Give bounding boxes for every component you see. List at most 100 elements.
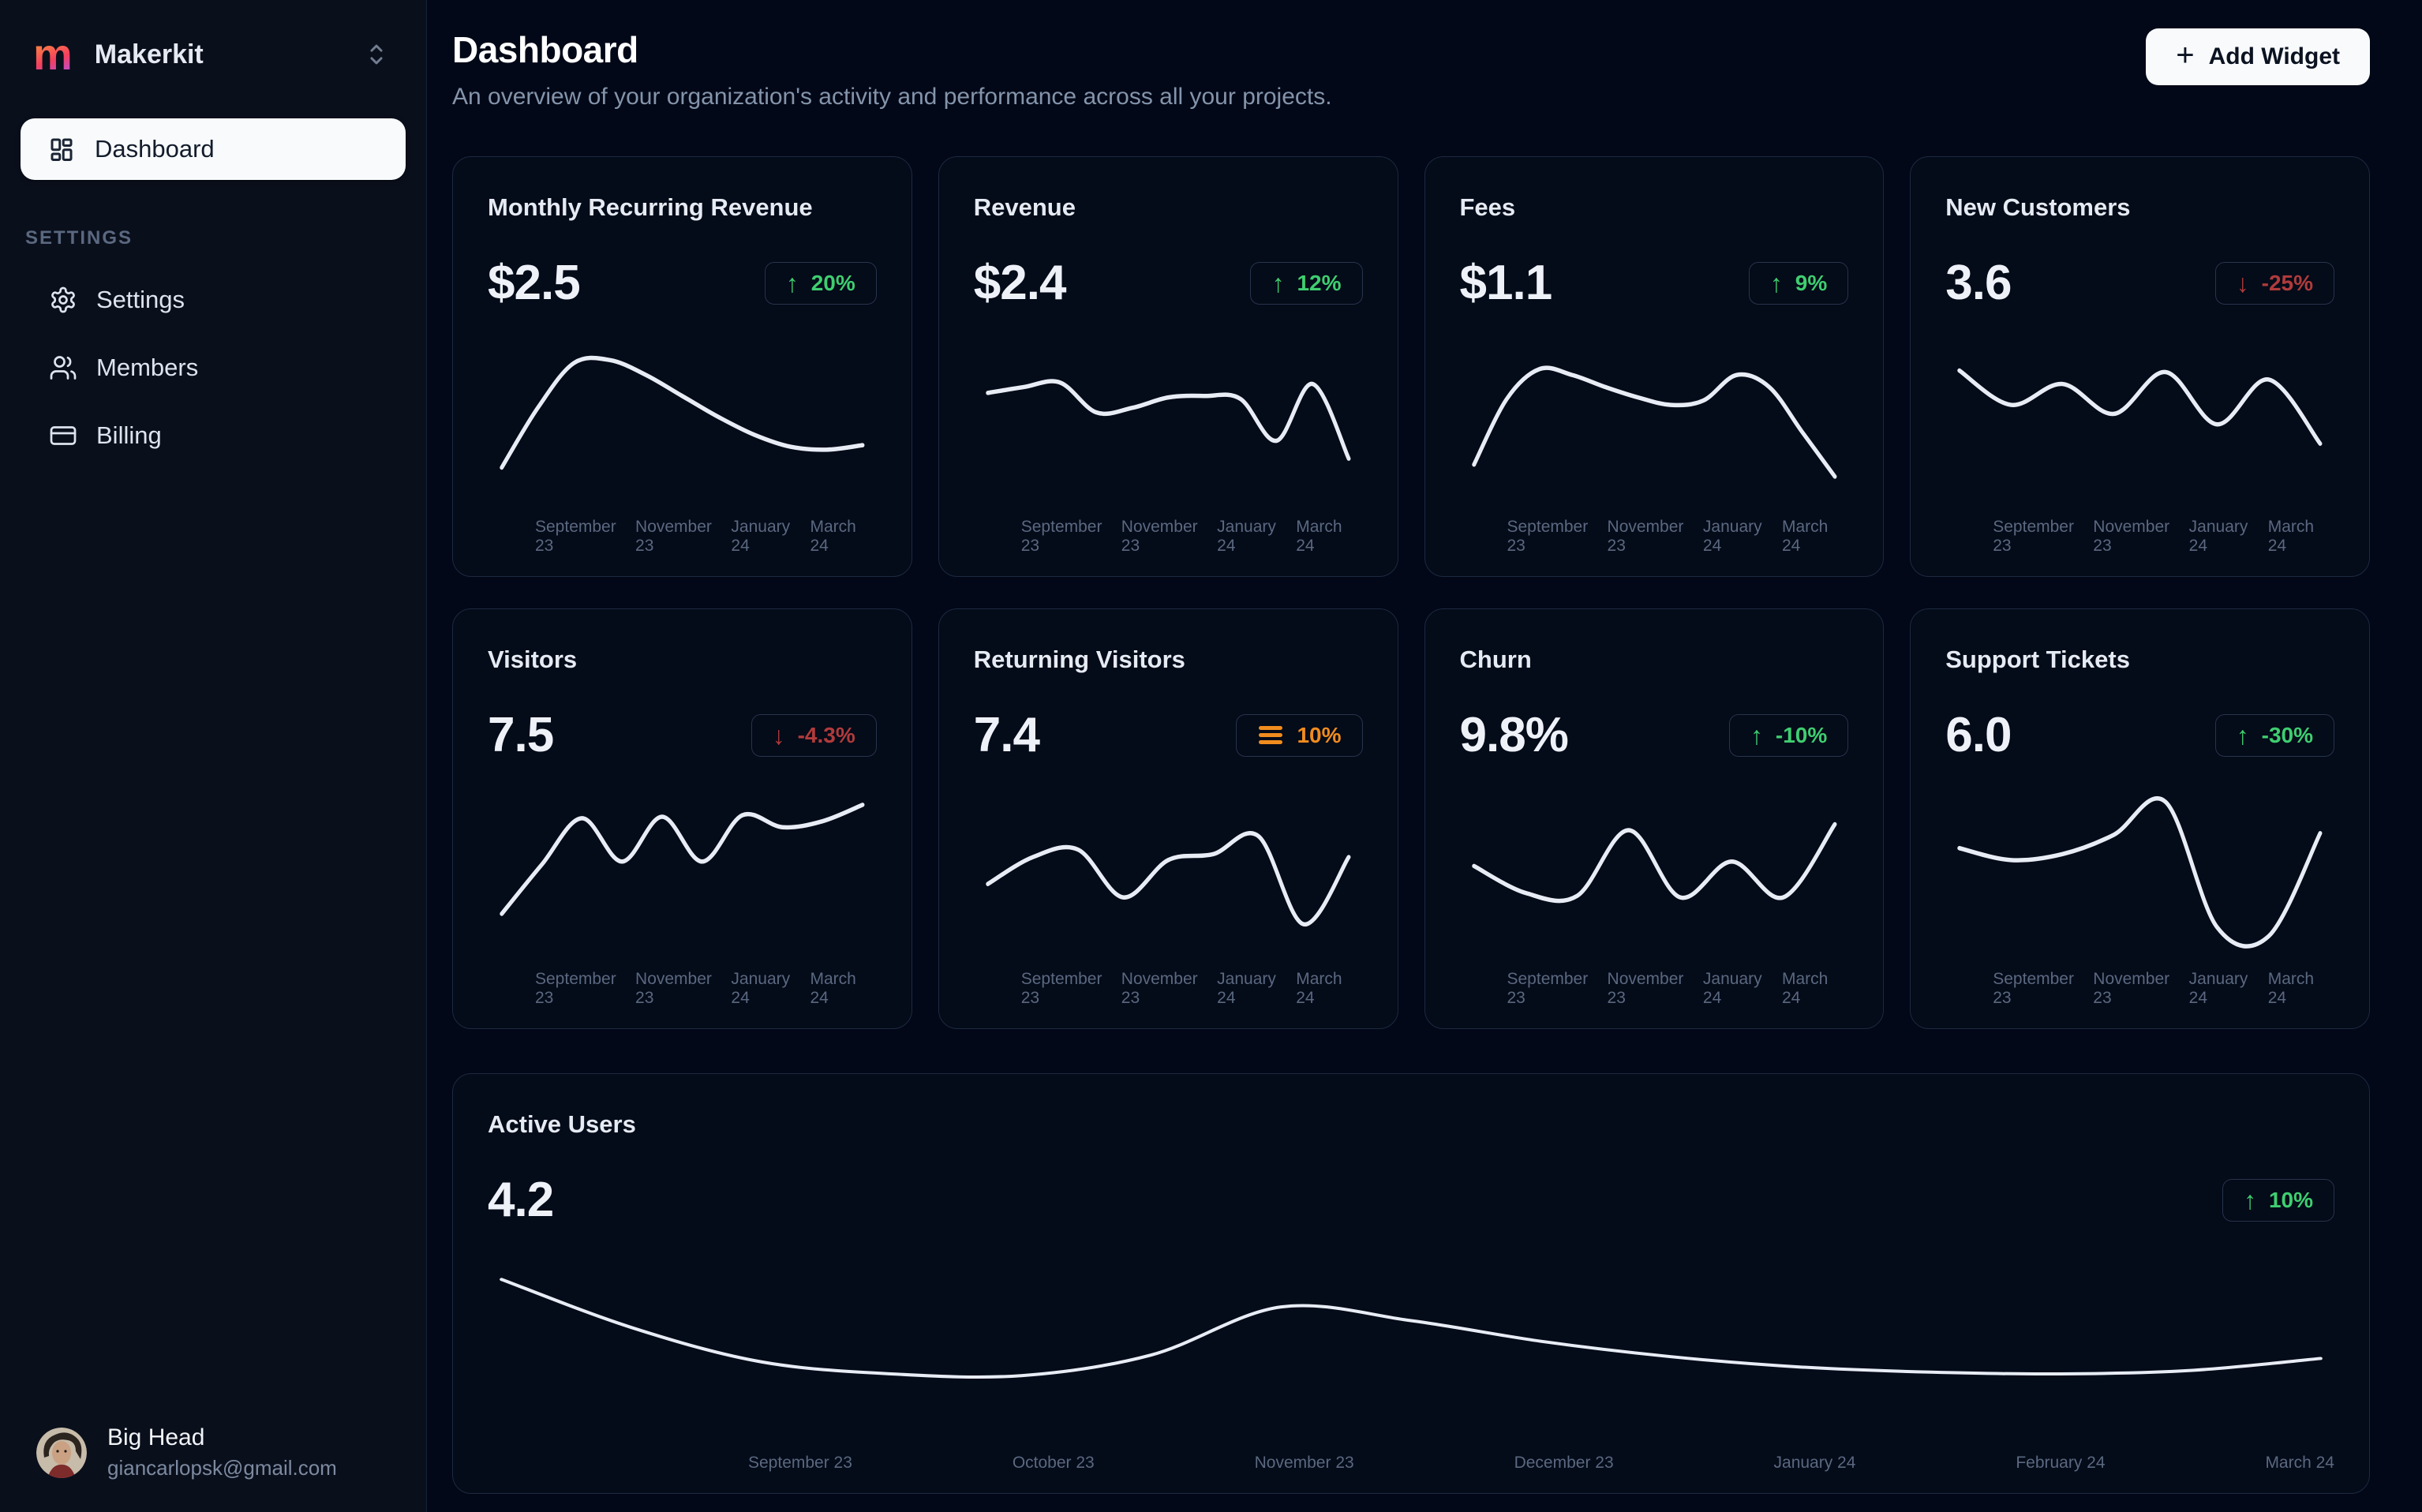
page-title: Dashboard [452, 29, 638, 70]
card-value: 4.2 [488, 1173, 554, 1227]
sidebar: m Makerkit Dashboard SETTINGS [0, 0, 427, 1512]
trend-value: -10% [1775, 722, 1828, 747]
users-icon [49, 354, 77, 382]
x-axis-labels: September 23 November 23 January 24 March 2… [1507, 518, 1829, 555]
trend-badge: ↓ -4.3% [751, 713, 877, 757]
card-title: Active Users [488, 1110, 636, 1138]
sidebar-item-label: Billing [96, 421, 162, 449]
sparkline-chart [500, 803, 865, 916]
sparkline-chart [1957, 368, 2323, 446]
avatar [36, 1427, 87, 1478]
sidebar-item-settings[interactable]: Settings [21, 275, 406, 325]
card-value: 9.8% [1459, 708, 1569, 762]
x-axis-labels: September 23 November 23 January 24 March 2… [1993, 970, 2315, 1007]
metric-card-returning-visitors: Returning Visitors 7.4 10% September 23 N… [938, 608, 1398, 1029]
gear-icon [49, 286, 77, 314]
sparkline-chart [1957, 795, 2323, 949]
trend-badge: ↑ -10% [1728, 713, 1849, 757]
chevron-up-down-icon [365, 41, 388, 68]
metric-card-support-tickets: Support Tickets 6.0 ↑ -30% September 23 N… [1910, 608, 2370, 1029]
sparkline-chart [986, 831, 1351, 926]
page-header: Dashboard An overview of your organizati… [452, 28, 2370, 110]
arrow-down-icon: ↓ [772, 720, 785, 750]
metric-card-fees: Fees $1.1 ↑ 9% September 23 November 23 Ja… [1424, 156, 1885, 577]
card-value: $2.5 [488, 256, 581, 310]
flat-trend-icon [1259, 733, 1283, 737]
arrow-up-icon: ↑ [2243, 1185, 2256, 1214]
trend-value: -4.3% [797, 722, 855, 747]
arrow-up-icon: ↑ [1750, 720, 1763, 750]
card-title: Visitors [488, 646, 578, 673]
arrow-up-icon: ↑ [785, 268, 799, 298]
x-axis-labels: September 23 October 23 November 23 Decemb… [748, 1454, 2334, 1472]
plus-icon: + [2176, 38, 2195, 73]
x-axis-labels: September 23 November 23 January 24 March 2… [1020, 970, 1342, 1007]
sparkline-chart [500, 355, 865, 470]
sidebar-item-label: Dashboard [95, 135, 215, 163]
metrics-grid: Monthly Recurring Revenue $2.5 ↑ 20% Sep… [452, 156, 2370, 1029]
credit-card-icon [49, 421, 77, 450]
user-name: Big Head [107, 1424, 205, 1450]
workspace-name: Makerkit [94, 39, 204, 69]
trend-value: 9% [1795, 270, 1828, 295]
active-users-chart [500, 1278, 2323, 1379]
sidebar-section-settings: SETTINGS [25, 227, 133, 249]
workspace-switcher[interactable]: m Makerkit [21, 21, 406, 80]
arrow-up-icon: ↑ [1769, 268, 1783, 298]
sidebar-item-label: Members [96, 354, 199, 381]
metric-card-new-customers: New Customers 3.6 ↓ -25% September 23 Nov… [1910, 156, 2370, 577]
card-value: $2.4 [973, 256, 1067, 310]
metric-card-visitors: Visitors 7.5 ↓ -4.3% September 23 Novembe… [452, 608, 912, 1029]
sidebar-item-billing[interactable]: Billing [21, 410, 406, 461]
sparkline-chart [1471, 365, 1836, 479]
x-axis-labels: September 23 November 23 January 24 March 2… [1020, 518, 1342, 555]
card-value: $1.1 [1459, 256, 1553, 310]
metric-card-revenue: Revenue $2.4 ↑ 12% September 23 November … [938, 156, 1398, 577]
trend-value: -30% [2261, 722, 2313, 747]
card-value: 7.5 [488, 708, 554, 762]
sparkline-chart [1471, 821, 1836, 904]
sidebar-item-label: Settings [96, 286, 185, 313]
sparkline-chart [986, 379, 1351, 461]
trend-value: 12% [1297, 270, 1342, 295]
dashboard-grid-icon [47, 135, 76, 163]
trend-badge: 10% [1236, 713, 1363, 757]
sidebar-item-dashboard[interactable]: Dashboard [21, 118, 406, 180]
makerkit-logo-icon: m [33, 29, 73, 79]
card-title: Monthly Recurring Revenue [488, 193, 813, 221]
metric-card-active-users: Active Users 4.2 ↑ 10% September 23 Octob… [452, 1073, 2370, 1494]
trend-value: 20% [810, 270, 855, 295]
card-title: Revenue [973, 193, 1076, 221]
user-menu[interactable]: Big Head giancarlopsk@gmail.com [21, 1424, 406, 1480]
trend-value: 10% [1297, 722, 1342, 747]
trend-badge: ↑ 10% [2222, 1178, 2334, 1222]
card-value: 6.0 [1945, 708, 2012, 762]
metric-card-monthly-recurring-revenue: Monthly Recurring Revenue $2.5 ↑ 20% Sep… [452, 156, 912, 577]
trend-value: 10% [2268, 1187, 2313, 1212]
card-title: Support Tickets [1945, 646, 2130, 673]
arrow-up-icon: ↑ [2236, 720, 2249, 750]
x-axis-labels: September 23 November 23 January 24 March 2… [1507, 970, 1829, 1007]
x-axis-labels: September 23 November 23 January 24 March 2… [535, 970, 856, 1007]
x-axis-labels: September 23 November 23 January 24 March 2… [535, 518, 856, 555]
card-title: Fees [1459, 193, 1516, 221]
arrow-up-icon: ↑ [1271, 268, 1285, 298]
user-email: giancarlopsk@gmail.com [107, 1456, 337, 1480]
main-content: Dashboard An overview of your organizati… [427, 0, 2422, 1512]
card-title: Returning Visitors [973, 646, 1185, 673]
arrow-down-icon: ↓ [2236, 268, 2249, 298]
trend-badge: ↓ -25% [2214, 261, 2334, 305]
trend-badge: ↑ 20% [764, 261, 877, 305]
add-widget-button[interactable]: + Add Widget [2146, 28, 2370, 85]
trend-badge: ↑ 12% [1250, 261, 1363, 305]
page-subtitle: An overview of your organization's activ… [452, 84, 1332, 110]
card-value: 3.6 [1945, 256, 2012, 310]
sidebar-item-members[interactable]: Members [21, 342, 406, 393]
x-axis-labels: September 23 November 23 January 24 March 2… [1993, 518, 2315, 555]
card-value: 7.4 [973, 708, 1040, 762]
card-title: New Customers [1945, 193, 2131, 221]
card-title: Churn [1459, 646, 1532, 673]
trend-value: -25% [2261, 270, 2313, 295]
trend-badge: ↑ 9% [1748, 261, 1849, 305]
